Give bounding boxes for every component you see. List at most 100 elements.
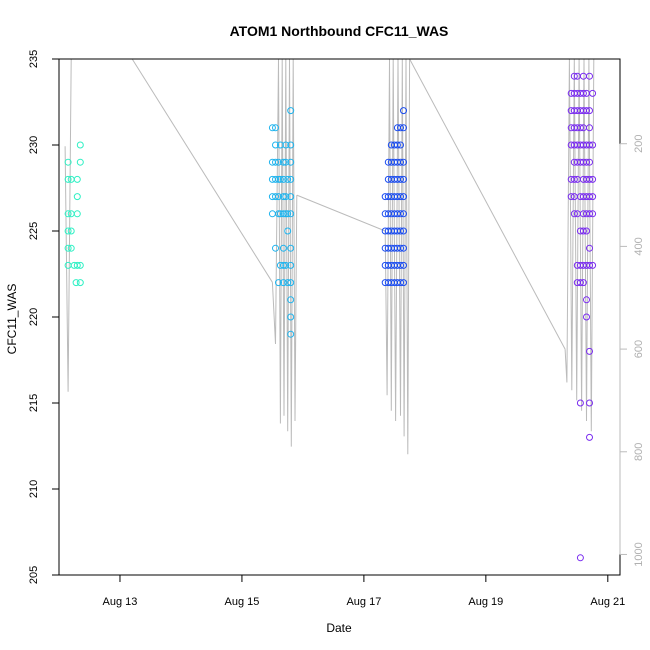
data-point <box>586 210 593 218</box>
data-point <box>279 244 287 252</box>
y-tick-label: 220 <box>28 308 40 326</box>
data-point <box>275 158 282 166</box>
altitude-trace-segment <box>64 58 78 392</box>
data-point <box>287 193 295 201</box>
data-point <box>586 141 593 149</box>
data-point <box>579 279 587 287</box>
data-point <box>279 279 287 287</box>
y-tick-label: 235 <box>28 50 40 68</box>
data-point <box>589 175 597 183</box>
data-point <box>579 227 587 235</box>
data-point <box>284 227 292 235</box>
data-point <box>287 261 295 269</box>
data-point <box>397 244 404 252</box>
data-point <box>586 175 593 183</box>
data-point <box>589 141 597 149</box>
altitude-trace-segment <box>296 194 386 232</box>
data-point <box>397 158 404 166</box>
data-point <box>287 296 295 304</box>
data-point <box>282 158 290 166</box>
data-point <box>76 141 84 149</box>
data-point <box>400 193 407 201</box>
altitude-trace-segment <box>131 58 273 283</box>
data-point <box>586 433 593 441</box>
data-point <box>73 261 81 269</box>
data-point <box>400 124 407 132</box>
y-tick-label: 225 <box>28 222 40 240</box>
data-point <box>279 175 287 183</box>
data-point <box>276 261 284 269</box>
data-point <box>583 107 590 115</box>
data-point <box>397 210 404 218</box>
data-point <box>76 158 84 166</box>
data-point <box>570 210 578 218</box>
data-point <box>576 399 584 407</box>
data-point <box>586 107 593 115</box>
x-axis: Aug 13 Aug 15 Aug 17 Aug 19 Aug 21 <box>103 574 625 608</box>
data-point <box>579 89 587 97</box>
data-point <box>400 175 407 183</box>
data-point <box>589 89 597 97</box>
data-point <box>272 141 279 149</box>
y-tick-label: 205 <box>28 566 40 584</box>
data-point <box>287 330 295 338</box>
data-point <box>586 347 593 355</box>
x-tick-label: Aug 13 <box>103 596 138 608</box>
data-point <box>272 175 279 183</box>
y-tick-label: 210 <box>28 480 40 498</box>
data-point <box>583 158 590 166</box>
data-point <box>276 141 284 149</box>
data-point <box>287 244 295 252</box>
data-point <box>287 141 295 149</box>
data-point <box>583 313 590 321</box>
data-point <box>73 193 81 201</box>
data-point <box>287 107 295 115</box>
right-tick-label: 800 <box>633 443 645 461</box>
y-axis: 205 210 215 220 225 230 235 <box>28 50 59 584</box>
data-point <box>72 279 80 287</box>
data-point <box>397 193 404 201</box>
data-point <box>64 210 72 218</box>
data-point <box>276 210 284 218</box>
data-point <box>279 193 287 201</box>
data-point <box>287 158 295 166</box>
plot-frame <box>58 58 621 576</box>
data-point <box>583 227 590 235</box>
data-point <box>576 124 584 132</box>
data-point <box>583 296 590 304</box>
y-tick-label: 215 <box>28 394 40 412</box>
data-point <box>400 227 407 235</box>
data-point <box>276 175 284 183</box>
data-point <box>287 279 295 287</box>
data-point <box>586 244 593 252</box>
data-point <box>586 261 593 269</box>
data-point <box>397 279 404 287</box>
data-point <box>76 279 84 287</box>
data-point <box>272 244 279 252</box>
data-point <box>275 279 282 287</box>
chart-title: ATOM1 Northbound CFC11_WAS <box>230 23 449 39</box>
data-point <box>268 210 276 218</box>
data-point <box>279 261 287 269</box>
data-point <box>284 210 292 218</box>
data-point <box>275 210 282 218</box>
data-point <box>586 399 593 407</box>
right-tick-label: 600 <box>633 340 645 358</box>
x-axis-label: Date <box>326 621 352 635</box>
altitude-trace-segment <box>271 58 298 447</box>
data-point <box>268 124 276 132</box>
data-point <box>279 210 287 218</box>
data-point <box>284 175 292 183</box>
data-point <box>397 124 404 132</box>
right-tick-label: 400 <box>633 237 645 255</box>
data-point <box>282 261 290 269</box>
data-point <box>287 175 295 183</box>
data-point <box>397 261 404 269</box>
data-point <box>586 124 593 132</box>
altitude-trace <box>64 58 595 455</box>
data-point <box>282 141 290 149</box>
data-point <box>397 141 404 149</box>
right-tick-label: 200 <box>633 135 645 153</box>
data-point <box>67 227 75 235</box>
data-point <box>586 158 593 166</box>
